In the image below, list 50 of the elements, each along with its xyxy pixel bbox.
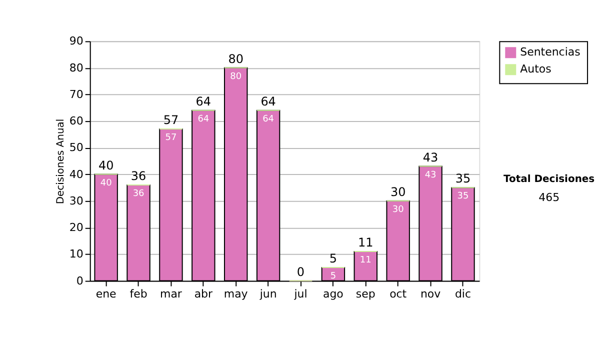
data-label: 57 <box>165 133 177 144</box>
total-label: 64 <box>260 94 276 108</box>
legend-label: Sentencias <box>520 46 581 59</box>
total-label: 57 <box>163 113 179 128</box>
x-tick-label: sep <box>356 287 376 300</box>
x-tick-label: nov <box>420 287 442 300</box>
total-label: 35 <box>455 172 471 186</box>
data-label: 36 <box>132 188 145 199</box>
y-tick-label: 70 <box>69 88 84 101</box>
total-label: 64 <box>196 94 212 108</box>
data-label: 35 <box>457 192 469 202</box>
data-label: 11 <box>360 255 372 266</box>
y-tick-label: 80 <box>69 61 84 74</box>
text: 465 <box>538 190 560 204</box>
data-label: 40 <box>100 178 112 188</box>
total-label: 30 <box>390 184 406 199</box>
x-tick-label: ene <box>96 287 117 300</box>
x-tick-label: jun <box>258 287 277 300</box>
x-tick-label: mar <box>160 287 182 300</box>
y-tick-label: 0 <box>76 274 84 288</box>
data-label: 43 <box>424 170 436 180</box>
text: Total Decisiones <box>504 174 595 185</box>
x-tick-label: feb <box>130 287 148 300</box>
total-label: 40 <box>98 158 114 172</box>
y-tick-label: 40 <box>69 168 84 181</box>
data-label: 64 <box>198 114 210 124</box>
total-label: 80 <box>228 52 244 66</box>
legend-label: Autos <box>520 62 552 76</box>
total-label: 11 <box>358 236 374 250</box>
data-label: 30 <box>392 204 404 215</box>
y-tick-label: 60 <box>69 114 84 128</box>
x-tick-label: ago <box>322 287 344 300</box>
data-label: 5 <box>330 271 336 282</box>
y-tick-label: 10 <box>69 248 84 261</box>
total-label: 36 <box>130 168 146 183</box>
total-label: 5 <box>329 251 338 266</box>
y-axis-title: Decisiones Anual <box>55 118 66 204</box>
x-tick-label: oct <box>390 287 408 300</box>
total-label: 43 <box>422 150 438 164</box>
total-label: 0 <box>296 264 305 279</box>
data-label: 64 <box>262 114 274 124</box>
x-tick-label: abr <box>194 287 213 300</box>
y-tick-label: 20 <box>69 221 84 234</box>
x-tick-label: jul <box>293 287 308 300</box>
y-tick-label: 30 <box>69 194 84 208</box>
x-tick-label: may <box>224 287 248 300</box>
x-tick-label: dic <box>454 287 471 300</box>
y-tick-label: 90 <box>69 34 84 48</box>
y-tick-label: 50 <box>69 141 84 154</box>
data-label: 80 <box>230 72 242 82</box>
